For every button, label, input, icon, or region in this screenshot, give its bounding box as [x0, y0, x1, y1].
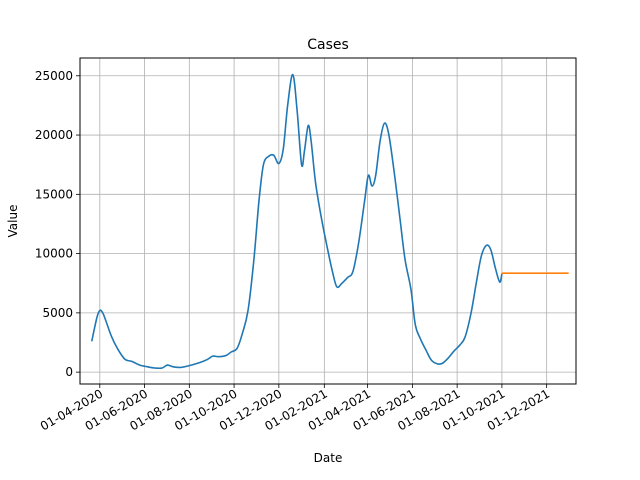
y-tick-label: 5000: [42, 306, 73, 320]
series-line-1: [90, 73, 503, 370]
y-tick-label: 10000: [35, 247, 73, 261]
y-tick-label: 20000: [35, 128, 73, 142]
plot-frame: [79, 57, 577, 385]
y-axis: 0 5000 10000 15000 20000 25000: [35, 69, 80, 379]
y-axis-label: Value: [6, 205, 20, 238]
x-axis-label: Date: [314, 451, 343, 465]
series-layer: [90, 73, 569, 370]
y-tick-label: 25000: [35, 69, 73, 83]
y-tick-label: 0: [65, 365, 73, 379]
y-tick-label: 15000: [35, 187, 73, 201]
chart-title: Cases: [307, 37, 349, 53]
